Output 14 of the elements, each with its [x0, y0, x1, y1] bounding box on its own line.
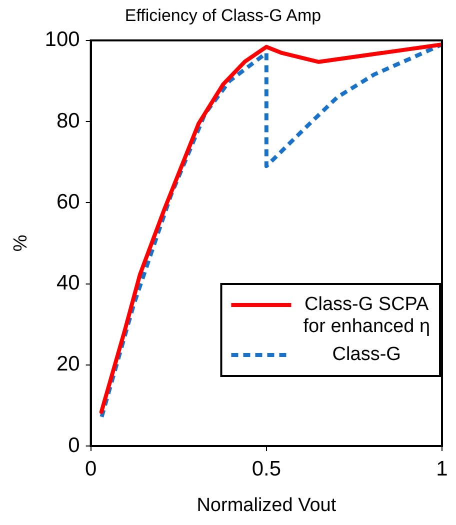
x-tick-label: 1 — [436, 457, 448, 480]
x-tick-label: 0 — [84, 457, 97, 480]
y-tick-label: 80 — [56, 109, 80, 132]
x-axis-title: Normalized Vout — [196, 494, 337, 516]
y-tick-label: 60 — [56, 190, 80, 214]
chart-title: Efficiency of Class-G Amp — [124, 6, 322, 25]
legend-label: Class-G SCPA for enhanced η — [303, 294, 430, 338]
y-tick-label: 100 — [44, 28, 80, 52]
y-tick-label: 20 — [56, 352, 80, 376]
legend-label: Class-G — [332, 344, 401, 366]
y-axis-title: % — [10, 234, 32, 252]
y-tick-label: 0 — [68, 434, 80, 457]
y-tick-label: 40 — [56, 272, 80, 295]
x-tick-label: 0.5 — [252, 457, 282, 480]
